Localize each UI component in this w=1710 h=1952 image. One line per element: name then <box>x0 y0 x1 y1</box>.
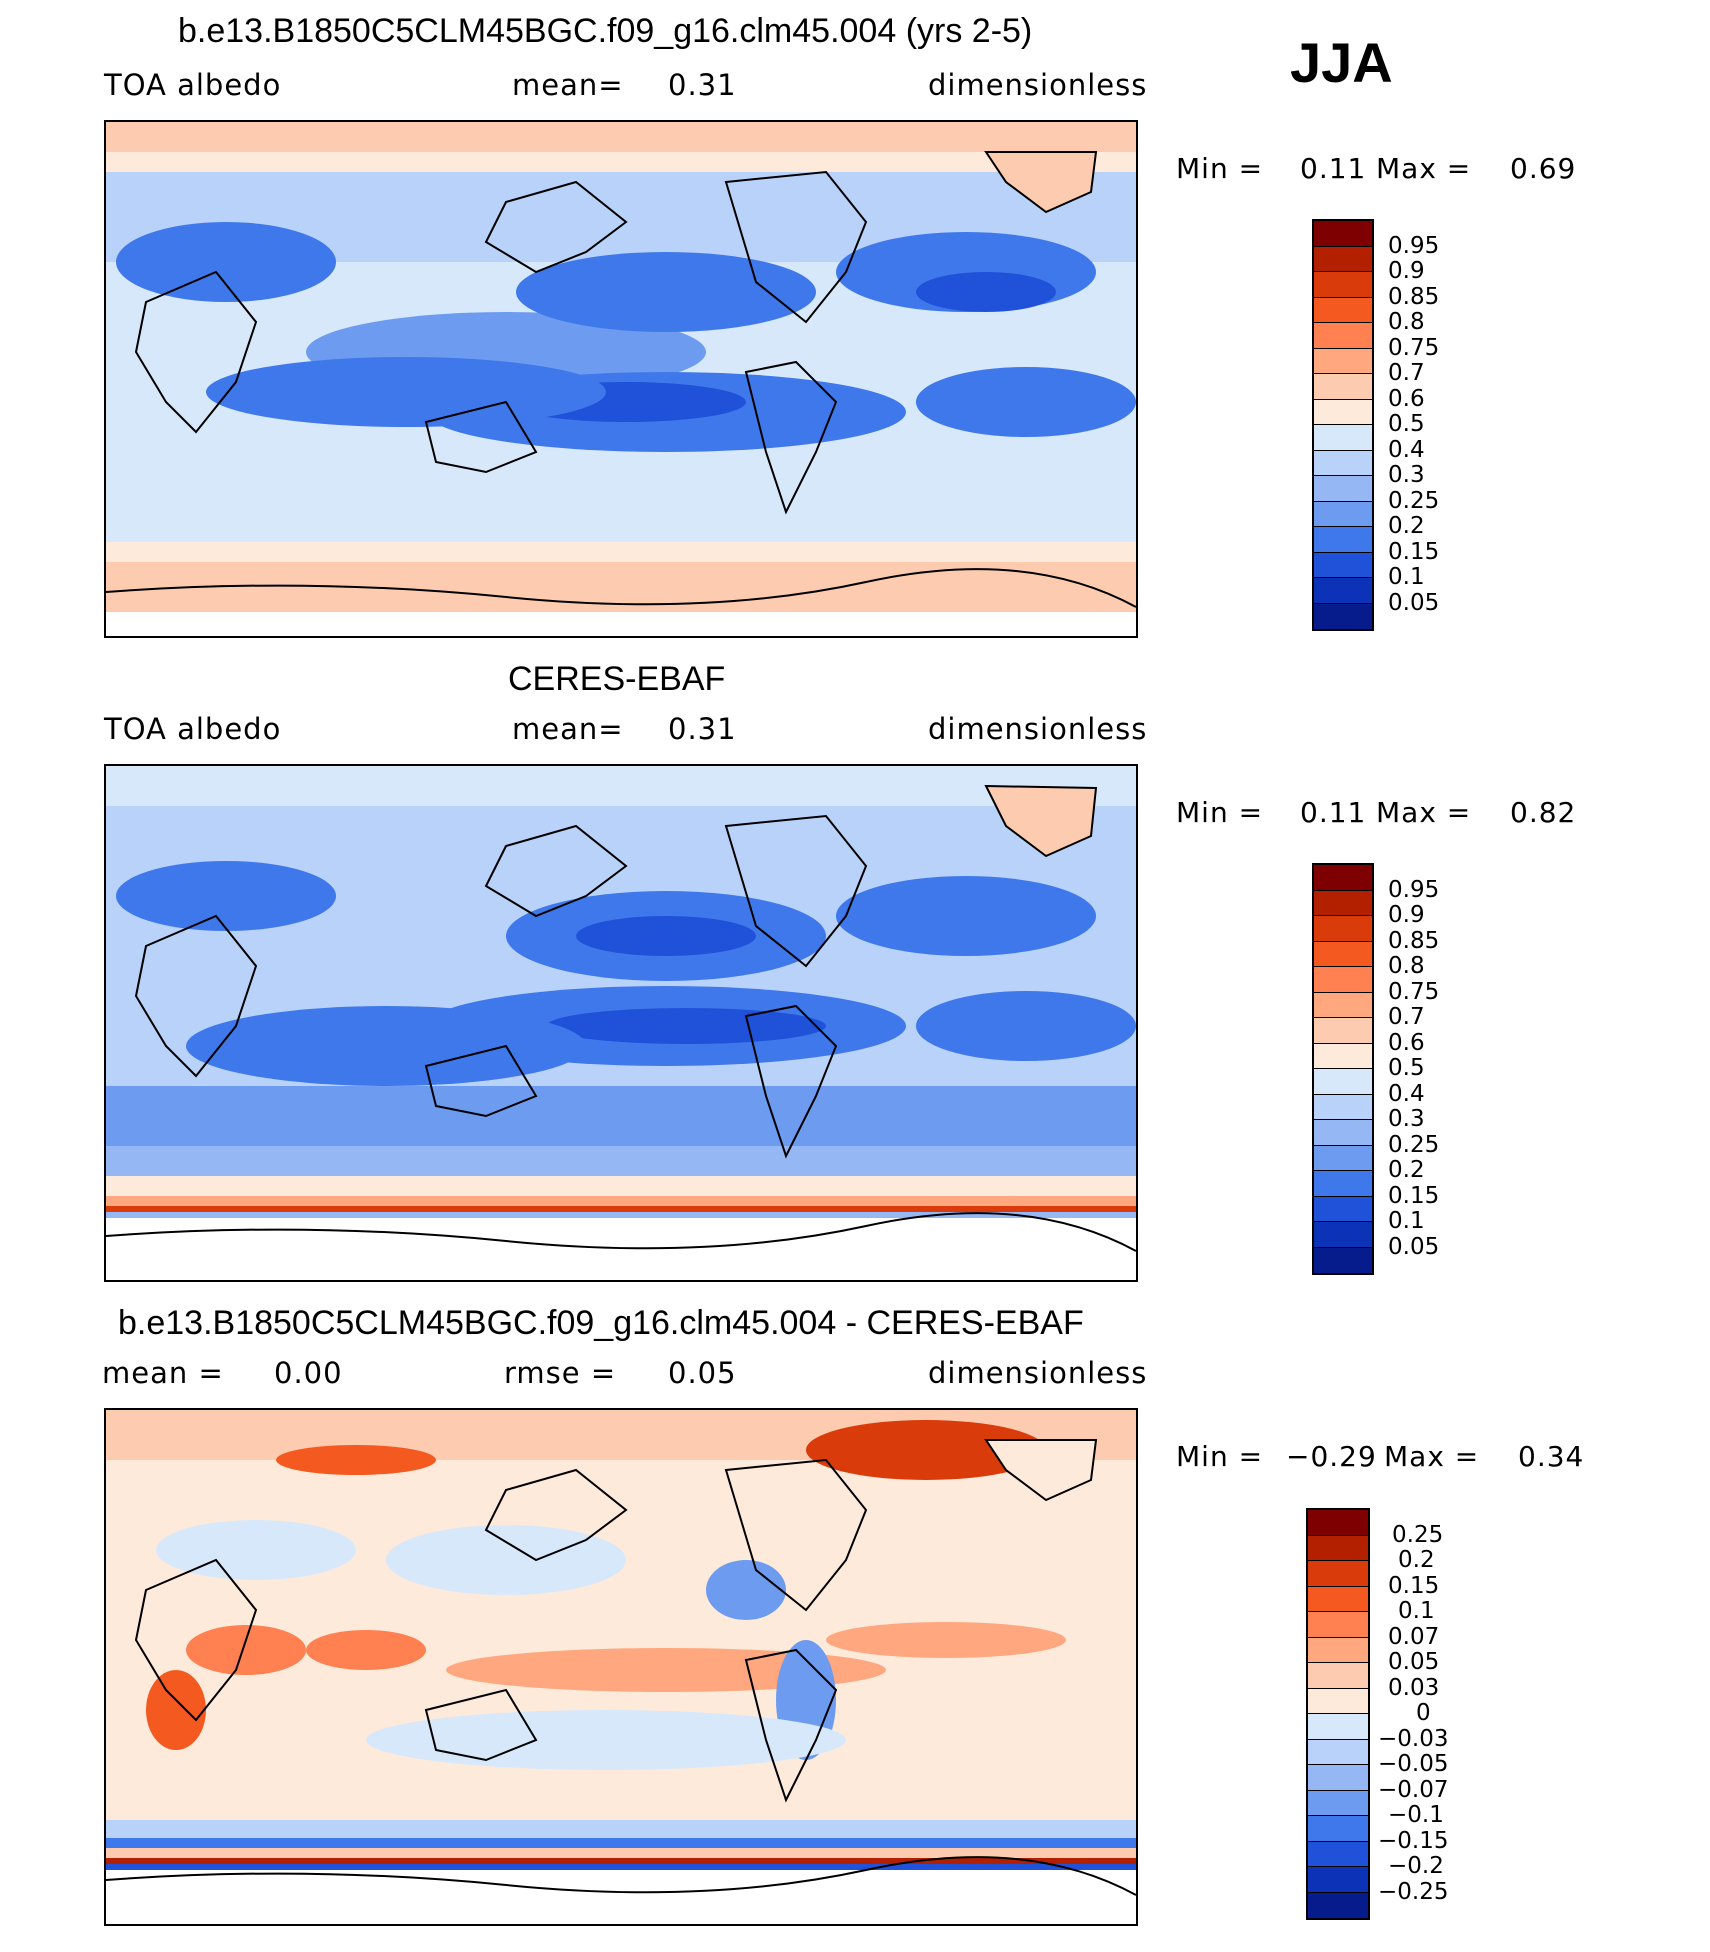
panel1-colorbar-label: 0.5 <box>1388 411 1425 437</box>
panel1-colorbar-label: 0.7 <box>1388 360 1425 386</box>
panel2-colorbar-label: 0.1 <box>1388 1208 1425 1234</box>
panel1-colorbar-label: 0.15 <box>1388 539 1440 565</box>
panel1-mean-label: mean= <box>512 68 624 102</box>
panel2-colorbar-label: 0.25 <box>1388 1132 1440 1158</box>
panel1-colorbar-label: 0.6 <box>1388 386 1425 412</box>
panel2-units: dimensionless <box>928 712 1148 746</box>
panel1-colorbar-label: 0.8 <box>1388 309 1425 335</box>
panel2-colorbar-label: 0.95 <box>1388 877 1440 903</box>
panel2-colorbar-label: 0.85 <box>1388 928 1440 954</box>
panel3-title: b.e13.B1850C5CLM45BGC.f09_g16.clm45.004 … <box>118 1304 1084 1342</box>
panel1-max-label: Max = <box>1376 152 1472 185</box>
panel1-min-value: 0.11 <box>1300 152 1367 185</box>
panel2-mean-label: mean= <box>512 712 624 746</box>
panel3-mean-value: 0.00 <box>274 1356 343 1390</box>
panel1-colorbar-label: 0.85 <box>1388 284 1440 310</box>
panel3-colorbar-label: 0.25 <box>1392 1522 1444 1548</box>
panel3-mean-label: mean = <box>102 1356 224 1390</box>
panel2-colorbar-label: 0.4 <box>1388 1081 1425 1107</box>
panel2-colorbar-label: 0.7 <box>1388 1004 1425 1030</box>
panel3-colorbar-label: −0.15 <box>1378 1828 1449 1854</box>
panel2-title: CERES-EBAF <box>508 660 726 698</box>
panel3-colorbar-label: 0.1 <box>1398 1598 1435 1624</box>
panel2-variable-label: TOA albedo <box>104 712 282 746</box>
panel2-min-value: 0.11 <box>1300 796 1367 829</box>
panel2-map <box>104 764 1138 1282</box>
panel3-max-label: Max = <box>1384 1440 1480 1473</box>
panel3-rmse-value: 0.05 <box>668 1356 737 1390</box>
panel1-colorbar-label: 0.1 <box>1388 564 1425 590</box>
panel3-colorbar-label: −0.07 <box>1378 1777 1449 1803</box>
panel1-variable-label: TOA albedo <box>104 68 282 102</box>
panel3-min-label: Min = <box>1176 1440 1264 1473</box>
panel3-rmse-label: rmse = <box>504 1356 617 1390</box>
panel2-mean-value: 0.31 <box>668 712 737 746</box>
panel2-colorbar-label: 0.6 <box>1388 1030 1425 1056</box>
panel1-colorbar-label: 0.05 <box>1388 590 1440 616</box>
panel3-colorbar-label: −0.1 <box>1388 1802 1444 1828</box>
panel3-colorbar-label: −0.2 <box>1388 1853 1444 1879</box>
panel1-colorbar <box>1312 219 1374 631</box>
panel1-colorbar-label: 0.4 <box>1388 437 1425 463</box>
panel1-colorbar-label: 0.2 <box>1388 513 1425 539</box>
panel2-colorbar-label: 0.8 <box>1388 953 1425 979</box>
panel1-map <box>104 120 1138 638</box>
panel3-colorbar-label: −0.03 <box>1378 1726 1449 1752</box>
panel1-colorbar-label: 0.3 <box>1388 462 1425 488</box>
panel2-colorbar-label: 0.5 <box>1388 1055 1425 1081</box>
panel2-min-label: Min = <box>1176 796 1264 829</box>
panel3-colorbar <box>1306 1508 1370 1920</box>
panel2-max-value: 0.82 <box>1510 796 1577 829</box>
panel2-colorbar-label: 0.75 <box>1388 979 1440 1005</box>
season-label: JJA <box>1290 31 1393 94</box>
panel2-colorbar-label: 0.3 <box>1388 1106 1425 1132</box>
panel1-units: dimensionless <box>928 68 1148 102</box>
panel2-colorbar-label: 0.9 <box>1388 902 1425 928</box>
panel3-colorbar-label: 0.15 <box>1388 1573 1440 1599</box>
panel1-min-label: Min = <box>1176 152 1264 185</box>
panel3-colorbar-label: −0.05 <box>1378 1751 1449 1777</box>
panel2-colorbar <box>1312 863 1374 1275</box>
panel2-colorbar-label: 0.15 <box>1388 1183 1440 1209</box>
panel3-colorbar-label: 0.07 <box>1388 1624 1440 1650</box>
panel1-colorbar-label: 0.9 <box>1388 258 1425 284</box>
panel2-colorbar-label: 0.05 <box>1388 1234 1440 1260</box>
panel1-colorbar-label: 0.75 <box>1388 335 1440 361</box>
panel3-colorbar-label: 0.05 <box>1388 1649 1440 1675</box>
panel3-colorbar-label: 0 <box>1416 1700 1431 1726</box>
panel3-map <box>104 1408 1138 1926</box>
panel3-max-value: 0.34 <box>1518 1440 1585 1473</box>
panel3-colorbar-label: −0.25 <box>1378 1879 1449 1905</box>
panel1-title: b.e13.B1850C5CLM45BGC.f09_g16.clm45.004 … <box>178 12 1033 50</box>
panel3-colorbar-label: 0.2 <box>1398 1547 1435 1573</box>
panel3-colorbar-label: 0.03 <box>1388 1675 1440 1701</box>
panel1-mean-value: 0.31 <box>668 68 737 102</box>
panel1-colorbar-label: 0.25 <box>1388 488 1440 514</box>
panel3-units: dimensionless <box>928 1356 1148 1390</box>
panel2-max-label: Max = <box>1376 796 1472 829</box>
panel3-min-value: −0.29 <box>1286 1440 1377 1473</box>
panel2-colorbar-label: 0.2 <box>1388 1157 1425 1183</box>
panel1-colorbar-label: 0.95 <box>1388 233 1440 259</box>
panel1-max-value: 0.69 <box>1510 152 1577 185</box>
